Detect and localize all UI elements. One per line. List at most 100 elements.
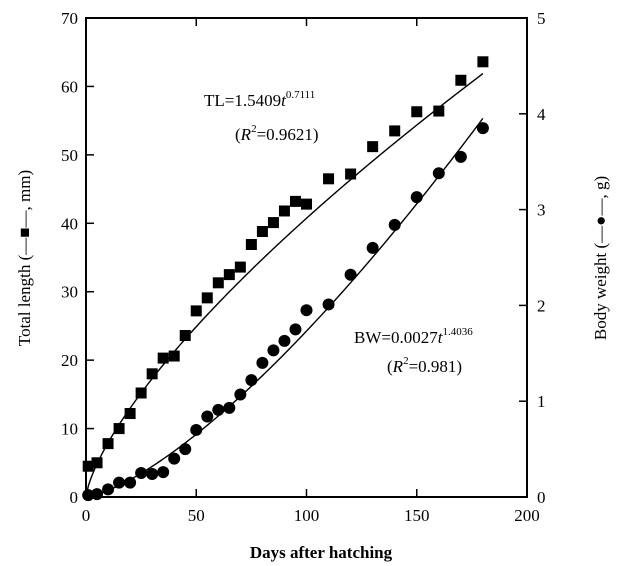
bw-equation-prefix: BW=0.0027 bbox=[354, 328, 438, 347]
bw-data-point bbox=[212, 403, 225, 416]
bw-r2-label: (R2=0.981) bbox=[387, 355, 462, 376]
tl-data-point bbox=[91, 457, 103, 469]
bw-data-point bbox=[223, 401, 236, 414]
tl-data-point bbox=[323, 173, 335, 185]
left-y-tick-label: 10 bbox=[61, 420, 78, 439]
tl-data-point bbox=[389, 125, 401, 137]
right-y-tick-label: 5 bbox=[537, 9, 546, 28]
right-y-tick-label: 2 bbox=[537, 296, 546, 315]
bw-data-point bbox=[454, 150, 467, 163]
tl-r2-label: (R2=0.9621) bbox=[235, 123, 319, 144]
tl-data-point bbox=[212, 277, 224, 289]
right-y-tick-label: 3 bbox=[537, 201, 546, 220]
bw-data-point bbox=[179, 443, 192, 456]
tl-data-point bbox=[168, 350, 180, 362]
bw-data-point bbox=[168, 452, 181, 465]
tl-data-point bbox=[113, 423, 125, 435]
right-y-axis-title: Body weight (—●—, g) bbox=[591, 176, 610, 340]
tl-data-point bbox=[135, 387, 147, 399]
bw-data-point bbox=[190, 423, 203, 436]
tl-data-point bbox=[278, 205, 290, 217]
bw-data-point bbox=[278, 334, 291, 347]
tl-data-point bbox=[477, 56, 489, 68]
bw-data-point bbox=[82, 489, 95, 502]
right-y-tick-label: 1 bbox=[537, 392, 546, 411]
bw-data-point bbox=[366, 241, 379, 254]
bw-data-point bbox=[234, 388, 247, 401]
bw-r2-value: =0.981) bbox=[409, 357, 463, 376]
bw-data-point bbox=[146, 468, 159, 481]
x-tick-label: 100 bbox=[294, 506, 320, 525]
bw-fit-curve bbox=[85, 117, 484, 498]
bw-data-point bbox=[300, 304, 313, 317]
tl-data-point bbox=[455, 74, 467, 86]
bw-data-point bbox=[245, 374, 258, 387]
left-y-tick-label: 0 bbox=[70, 488, 79, 507]
x-axis-title: Days after hatching bbox=[250, 543, 393, 562]
tl-equation: TL=1.5409t0.7111 bbox=[204, 89, 315, 110]
tl-data-point bbox=[433, 105, 445, 117]
bw-data-point bbox=[289, 323, 302, 336]
bw-equation-var: t bbox=[438, 328, 444, 347]
bw-data-point bbox=[432, 167, 445, 180]
bw-data-point bbox=[410, 191, 423, 204]
tl-data-point bbox=[367, 141, 379, 153]
x-tick-label: 50 bbox=[188, 506, 205, 525]
tl-r2-sup: 2 bbox=[251, 123, 257, 135]
tl-data-point bbox=[256, 225, 268, 237]
left-y-tick-label: 50 bbox=[61, 146, 78, 165]
right-y-tick-label: 0 bbox=[537, 488, 546, 507]
bw-data-point bbox=[476, 122, 489, 135]
bw-data-point bbox=[267, 344, 280, 357]
left-y-tick-label: 40 bbox=[61, 214, 78, 233]
tl-data-point bbox=[124, 408, 136, 420]
tl-data-point bbox=[301, 198, 312, 210]
bw-data-point bbox=[157, 466, 170, 479]
tl-data-point bbox=[234, 261, 246, 273]
bw-data-point bbox=[135, 467, 148, 480]
left-y-tick-label: 30 bbox=[61, 283, 78, 302]
bw-data-point bbox=[201, 410, 214, 423]
left-y-axis-title: Total length (—■—, mm) bbox=[15, 170, 34, 346]
tl-data-point bbox=[245, 238, 257, 250]
tl-data-point bbox=[82, 460, 94, 472]
tl-data-point bbox=[157, 352, 169, 364]
bw-data-point bbox=[91, 488, 104, 501]
tl-data-point bbox=[223, 269, 235, 281]
x-tick-label: 0 bbox=[82, 506, 91, 525]
left-y-tick-label: 70 bbox=[61, 9, 78, 28]
bw-r2-open: ( bbox=[387, 357, 393, 376]
bw-equation-exp: 1.4036 bbox=[442, 326, 473, 338]
tl-r2-open: ( bbox=[235, 125, 241, 144]
tl-data-point bbox=[146, 368, 158, 380]
tl-r2-var: R bbox=[240, 125, 252, 144]
bw-data-point bbox=[124, 476, 137, 489]
bw-data-point bbox=[388, 218, 401, 231]
tl-data-point bbox=[345, 168, 357, 180]
bw-r2-sup: 2 bbox=[403, 355, 409, 367]
bw-r2-var: R bbox=[392, 357, 404, 376]
x-tick-label: 200 bbox=[514, 506, 540, 525]
tl-data-point bbox=[102, 438, 114, 450]
bw-data-point bbox=[102, 483, 115, 496]
tl-equation-exp: 0.7111 bbox=[286, 89, 315, 101]
bw-data-point bbox=[344, 268, 357, 281]
tl-data-point bbox=[190, 305, 202, 317]
data-markers bbox=[82, 56, 489, 502]
tl-equation-prefix: TL=1.5409 bbox=[204, 91, 281, 110]
x-tick-label: 150 bbox=[404, 506, 430, 525]
tl-data-point bbox=[179, 330, 191, 342]
bw-data-point bbox=[322, 298, 335, 311]
tl-data-point bbox=[411, 106, 423, 118]
tl-equation-var: t bbox=[281, 91, 287, 110]
tl-data-point bbox=[289, 195, 301, 207]
bw-data-point bbox=[256, 356, 269, 369]
left-y-tick-label: 60 bbox=[61, 77, 78, 96]
right-y-tick-label: 4 bbox=[537, 105, 546, 124]
tl-r2-value: =0.9621) bbox=[257, 125, 319, 144]
bw-equation: BW=0.0027t1.4036 bbox=[354, 326, 473, 347]
bw-data-point bbox=[113, 476, 126, 489]
tl-data-point bbox=[201, 292, 213, 304]
